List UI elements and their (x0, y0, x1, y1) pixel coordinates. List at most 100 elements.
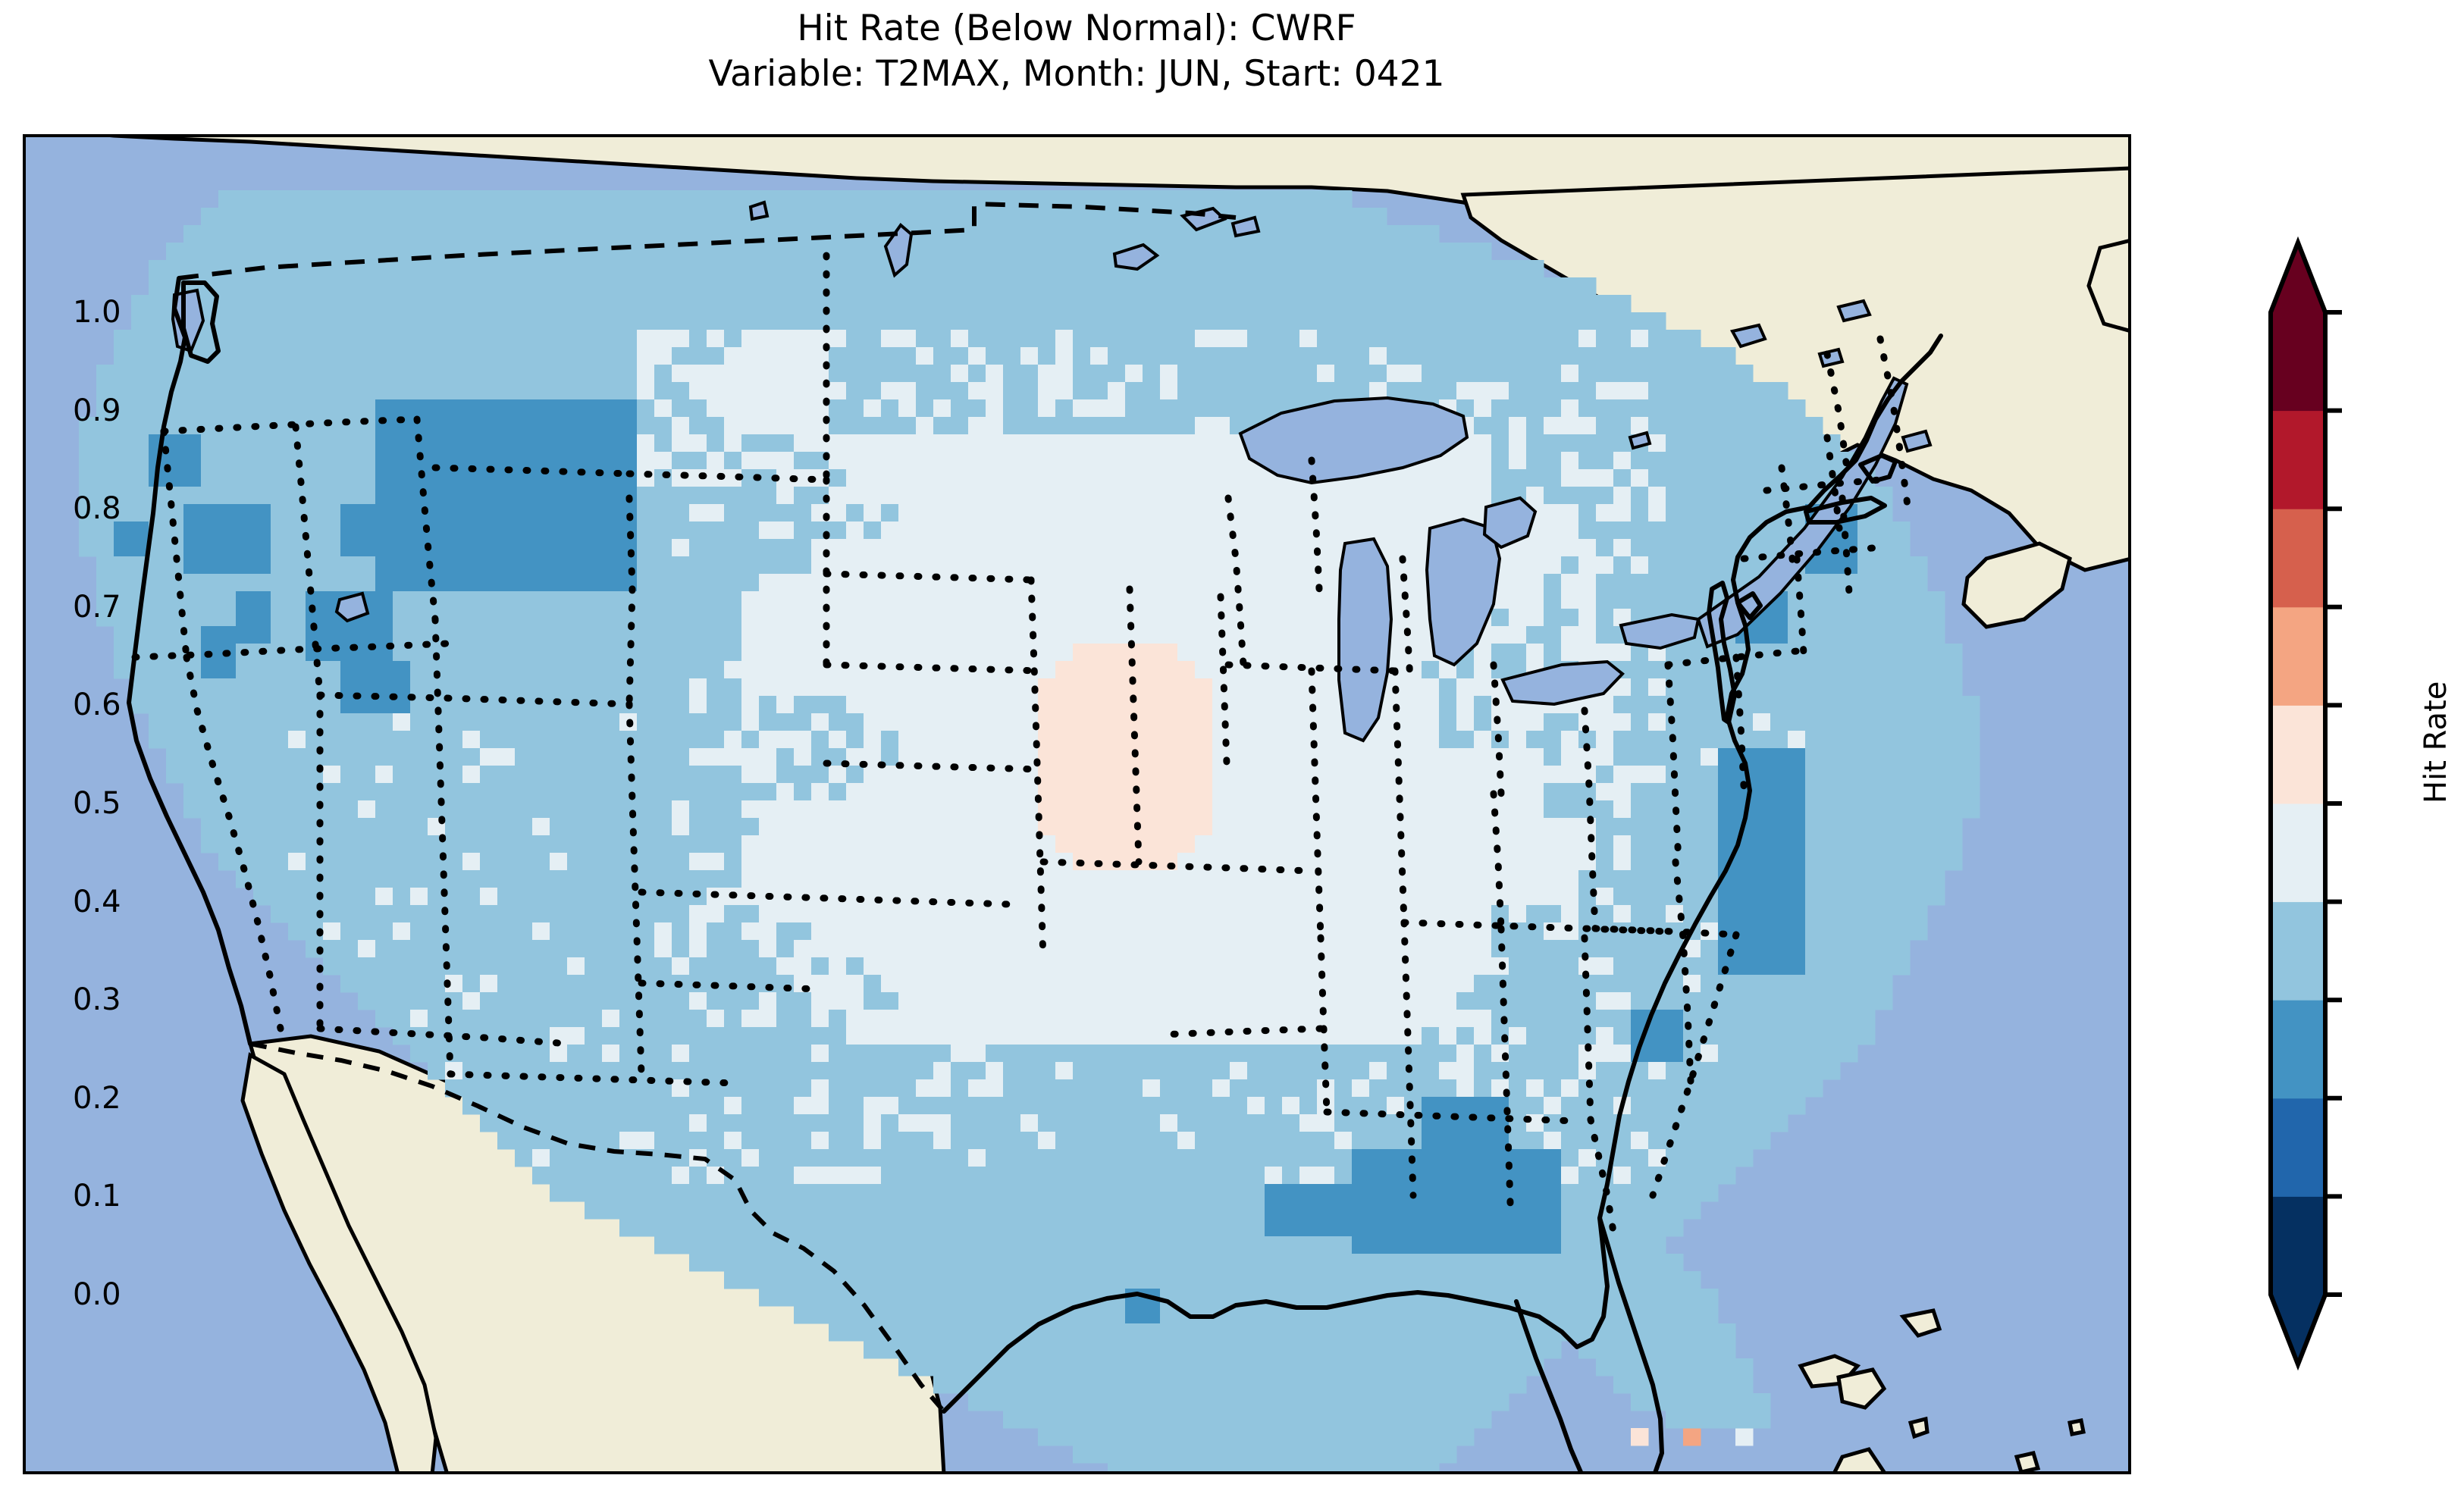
heatmap-cell (741, 766, 777, 784)
heatmap-cell (1578, 1045, 1632, 1063)
heatmap-cell (1788, 591, 1945, 609)
heatmap-cell (1857, 521, 1911, 540)
heatmap-cell (1805, 748, 1980, 766)
heatmap-cell (811, 713, 829, 731)
state-border-path (1490, 661, 1505, 797)
heatmap-cell (375, 487, 638, 505)
heatmap-cell (1718, 748, 1806, 766)
heatmap-cell (1055, 399, 1074, 418)
heatmap-cell (637, 713, 742, 731)
heatmap-cell (794, 487, 829, 505)
heatmap-cell (1631, 556, 1649, 575)
heatmap-cell (1631, 835, 1719, 853)
heatmap-cell (131, 312, 1666, 330)
heatmap-cell (1596, 591, 1736, 609)
heatmap-cell (1177, 1114, 1300, 1132)
colorbar-band (2271, 606, 2325, 706)
heatmap-cell (410, 1010, 428, 1028)
colorbar-band (2271, 901, 2325, 1001)
heatmap-cell (1439, 731, 1475, 749)
heatmap-cell (1596, 504, 1632, 522)
heatmap-cell (741, 835, 1056, 853)
heatmap-cell (689, 800, 742, 819)
heatmap-cell (1247, 1097, 1265, 1115)
heatmap-data-grid (79, 190, 1980, 1471)
heatmap-cell (1212, 818, 1597, 836)
heatmap-cell (1038, 783, 1213, 801)
heatmap-cell (968, 382, 1004, 400)
colorbar[interactable] (2268, 236, 2342, 1371)
heatmap-cell (637, 487, 777, 505)
heatmap-cell (898, 992, 1457, 1010)
heatmap-cell (1352, 1167, 1562, 1185)
heatmap-cell (1613, 957, 1719, 976)
heatmap-cell (619, 1010, 707, 1028)
heatmap-cell (131, 678, 341, 697)
heatmap-cell (1125, 382, 1161, 400)
heatmap-cell (1299, 330, 1318, 348)
heatmap-cell (1439, 1062, 1475, 1080)
heatmap-cell (1613, 766, 1666, 784)
heatmap-cell (1805, 783, 1980, 801)
heatmap-cell (986, 1149, 1353, 1167)
heatmap-cell (951, 399, 986, 418)
heatmap-cell (1230, 1062, 1248, 1080)
heatmap-cell (864, 766, 1039, 784)
heatmap-cell (306, 940, 359, 958)
heatmap-cell (1544, 1114, 1788, 1132)
heatmap-cell (1509, 1097, 1544, 1115)
heatmap-cell (201, 661, 237, 679)
heatmap-cell (1387, 347, 1736, 365)
heatmap-cell (672, 922, 690, 941)
heatmap-cell (672, 365, 829, 383)
heatmap-cell (1160, 1306, 1597, 1324)
heatmap-cell (1474, 661, 1492, 679)
heatmap-cell (1561, 365, 1579, 383)
heatmap-cell (602, 1045, 620, 1063)
heatmap-cell (1491, 399, 1562, 418)
heatmap-cell (741, 452, 795, 470)
heatmap-cell (1561, 574, 1597, 592)
heatmap-cell (1230, 1079, 1318, 1098)
heatmap-cell (1352, 1079, 1370, 1098)
heatmap-cell (689, 330, 707, 348)
heatmap-cell (1805, 922, 1928, 941)
national-border-mexico (249, 1041, 946, 1413)
heatmap-cell (1544, 574, 1562, 592)
heatmap-cell (741, 922, 777, 941)
heatmap-cell (306, 853, 463, 871)
heatmap-cell (271, 905, 690, 923)
heatmap-cell (707, 940, 760, 958)
heatmap-cell (149, 277, 1597, 296)
heatmap-cell (672, 469, 742, 487)
heatmap-cell (1613, 609, 1632, 627)
heatmap-cell (149, 260, 1544, 278)
heatmap-cell (375, 1010, 411, 1028)
heatmap-cell (1474, 1062, 1579, 1080)
state-border-path (638, 979, 823, 993)
heatmap-cell (1003, 1062, 1056, 1080)
heatmap-cell (759, 696, 777, 714)
heatmap-cell (707, 888, 1579, 906)
heatmap-cell (741, 800, 1039, 819)
heatmap-cell (114, 330, 638, 348)
heatmap-cell (271, 556, 376, 575)
heatmap-cell (1805, 835, 1963, 853)
heatmap-cell (1003, 417, 1196, 435)
heatmap-cell (986, 365, 1004, 383)
heatmap-cell (759, 940, 777, 958)
heatmap-cell (480, 992, 690, 1010)
state-border-path (1399, 555, 1414, 684)
heatmap-cell (916, 347, 934, 365)
heatmap-cell (585, 957, 672, 976)
heatmap-cell (375, 574, 638, 592)
heatmap-cell (1596, 766, 1614, 784)
heatmap-cell (1648, 382, 1788, 400)
heatmap-cell (898, 504, 1579, 522)
state-border-path (625, 700, 645, 1078)
heatmap-cell (1509, 1132, 1544, 1150)
heatmap-cell (567, 1045, 603, 1063)
heatmap-cell (846, 731, 864, 749)
heatmap-cell (741, 1149, 760, 1167)
